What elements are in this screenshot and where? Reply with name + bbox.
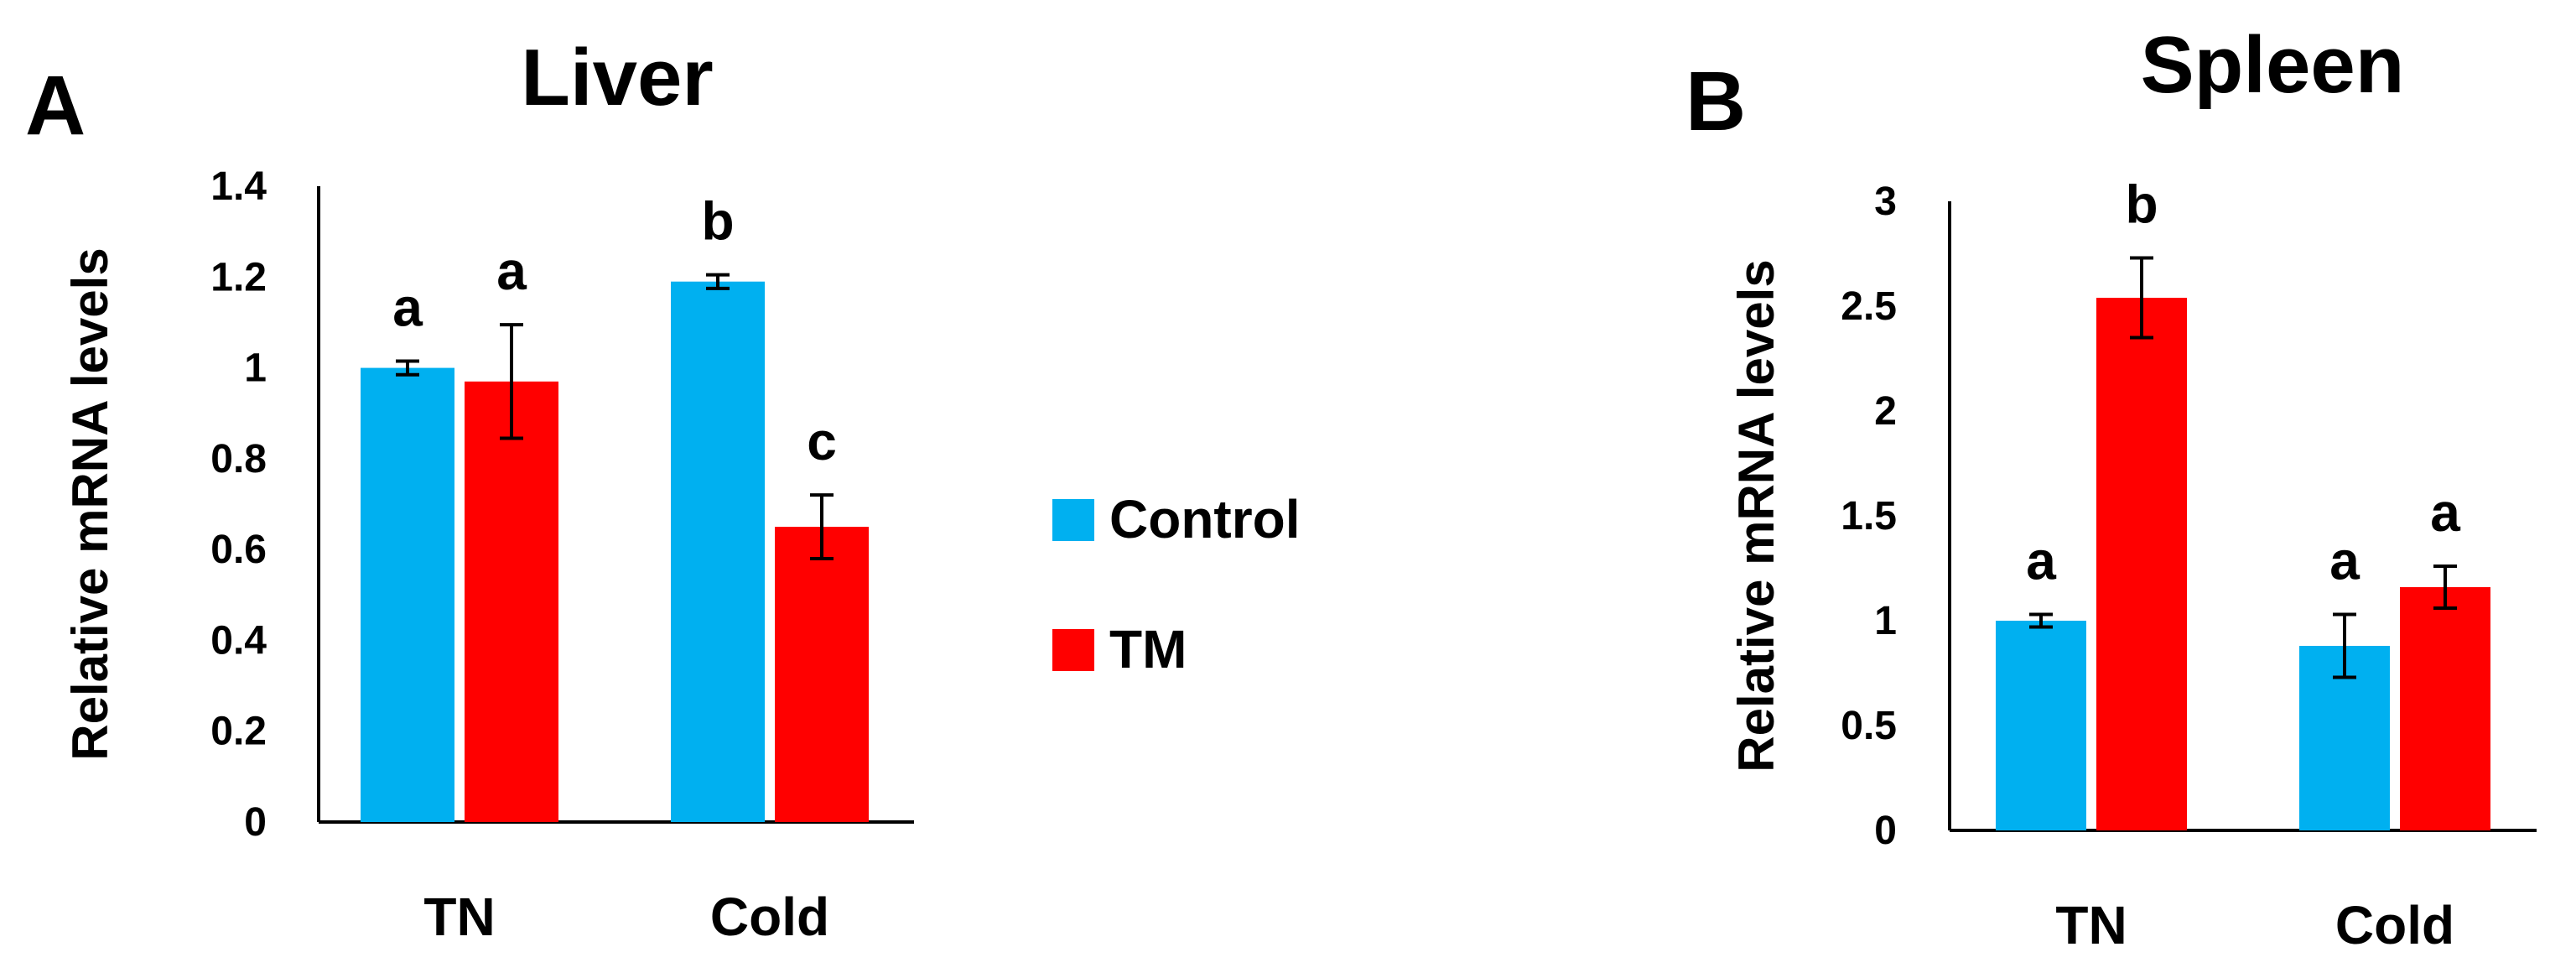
- bar-tm-tn: [465, 381, 558, 822]
- legend: Control TM: [1052, 489, 1301, 679]
- chart-spleen: B Spleen Relative mRNA levels 0 0.5 1 1.5 2 2.5 3…: [1685, 20, 2537, 955]
- error-bar: [396, 359, 419, 377]
- y-axis-label: Relative mRNA levels: [1728, 259, 1784, 772]
- y-tick-label: 0.4: [210, 618, 267, 663]
- y-tick-label: 0: [244, 800, 267, 845]
- panel-letter: A: [25, 59, 86, 153]
- error-bar: [2433, 565, 2457, 610]
- y-tick-label: 0.8: [210, 437, 267, 481]
- significance-label: a: [496, 241, 527, 301]
- y-tick-label: 2.5: [1841, 284, 1897, 329]
- significance-label: a: [2430, 482, 2460, 543]
- error-bar: [706, 273, 730, 290]
- bar-control-cold: [671, 281, 765, 822]
- error-bar: [2333, 612, 2356, 679]
- category-label: Cold: [2335, 895, 2454, 955]
- category-label: TN: [2055, 895, 2127, 955]
- error-bar: [810, 493, 834, 560]
- chart-title: Liver: [521, 33, 713, 122]
- legend-swatch-tm: [1052, 629, 1094, 671]
- error-bar: [500, 323, 523, 440]
- panel-letter: B: [1685, 55, 1746, 148]
- legend-label-tm: TM: [1109, 619, 1187, 679]
- y-tick-label: 1.5: [1841, 494, 1897, 539]
- chart-liver: A Liver Relative mRNA levels 0 0.2 0.4 0.6 0.8 1…: [25, 33, 914, 947]
- bar-tm-tn: [2096, 298, 2187, 830]
- y-tick-label: 1.2: [210, 255, 267, 299]
- category-label: Cold: [710, 887, 829, 947]
- significance-label: b: [2125, 174, 2158, 235]
- y-tick-label: 1: [1874, 599, 1897, 643]
- significance-label: a: [2026, 531, 2056, 591]
- y-tick-label: 1: [244, 346, 267, 391]
- y-tick-label: 2: [1874, 389, 1897, 434]
- legend-swatch-control: [1052, 499, 1094, 541]
- y-axis-label: Relative mRNA levels: [62, 247, 118, 760]
- y-tick-label: 0.5: [1841, 704, 1897, 748]
- chart-title: Spleen: [2141, 20, 2405, 110]
- significance-label: b: [701, 191, 734, 252]
- significance-label: c: [807, 411, 837, 471]
- error-bar: [2029, 612, 2053, 629]
- y-tick-label: 0.6: [210, 528, 267, 572]
- bar-tm-cold: [775, 527, 869, 822]
- y-tick-label: 0.2: [210, 710, 267, 754]
- category-label: TN: [423, 887, 495, 947]
- y-tick-label: 0: [1874, 809, 1897, 853]
- y-tick-label: 1.4: [210, 164, 267, 209]
- significance-label: a: [392, 277, 423, 337]
- legend-label-control: Control: [1109, 489, 1301, 549]
- bar-control-tn: [1996, 621, 2086, 830]
- y-tick-label: 3: [1874, 180, 1897, 224]
- bar-tm-cold: [2400, 587, 2490, 830]
- bar-control-tn: [361, 367, 454, 823]
- error-bar: [2130, 256, 2153, 340]
- significance-label: a: [2329, 531, 2360, 591]
